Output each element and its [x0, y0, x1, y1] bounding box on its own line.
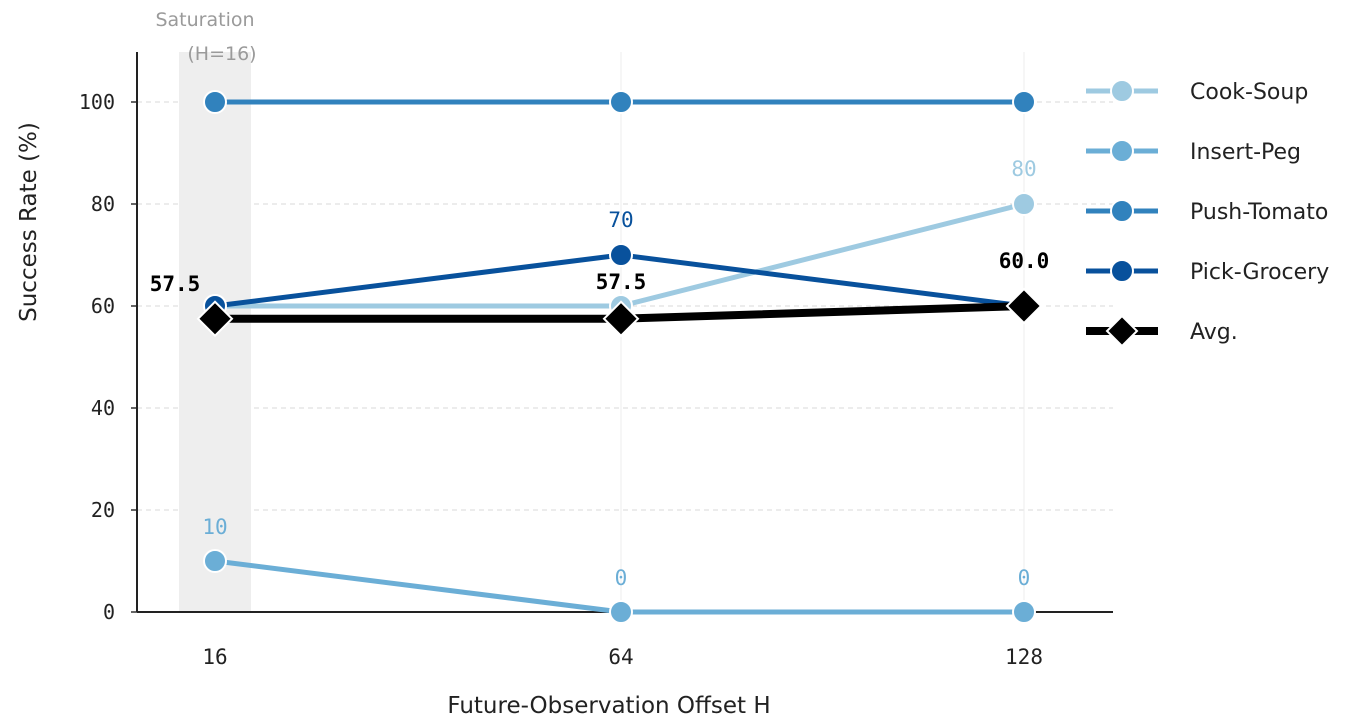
y-tick-label: 60: [91, 294, 115, 318]
x-tick-label: 64: [608, 645, 633, 669]
series: [196, 90, 1043, 624]
data-labels: 80 10 0 0 70 57.5 57.5 60.0: [150, 157, 1050, 590]
data-point: [1012, 90, 1036, 114]
data-point: [203, 549, 227, 573]
legend-marker: [1110, 199, 1134, 223]
legend-marker-diamond: [1105, 314, 1139, 348]
x-axis-label: Future-Observation Offset H: [447, 693, 770, 719]
saturation-label-line2: (H=16): [187, 43, 256, 65]
legend-marker: [1110, 139, 1134, 163]
data-label: 10: [202, 515, 227, 539]
data-label: 0: [1018, 566, 1031, 590]
legend-label: Push-Tomato: [1190, 200, 1328, 225]
y-tick-label: 20: [91, 498, 115, 522]
data-label: 60.0: [999, 249, 1050, 273]
data-point: [1012, 600, 1036, 624]
legend-label: Pick-Grocery: [1190, 260, 1329, 285]
data-label: 0: [615, 566, 628, 590]
data-point: [1012, 192, 1036, 216]
data-point: [609, 600, 633, 624]
y-axis-label: Success Rate (%): [16, 122, 42, 322]
data-point-diamond: [602, 300, 640, 338]
saturation-label-line1: Saturation: [155, 9, 254, 31]
x-tick-label: 128: [1005, 645, 1043, 669]
data-point: [203, 90, 227, 114]
legend-marker: [1110, 79, 1134, 103]
y-tick-label: 0: [103, 600, 115, 624]
data-point-diamond: [1005, 287, 1043, 325]
data-label: 57.5: [596, 270, 647, 294]
x-tick-label: 16: [202, 645, 227, 669]
legend: Cook-Soup Insert-Peg Push-Tomato Pick-Groce…: [1086, 79, 1329, 348]
data-label: 80: [1011, 157, 1036, 181]
legend-marker: [1110, 259, 1134, 283]
legend-label: Insert-Peg: [1190, 140, 1301, 165]
legend-label: Cook-Soup: [1190, 80, 1308, 105]
data-label: 57.5: [150, 272, 201, 296]
y-tick-label: 80: [91, 192, 115, 216]
data-label: 70: [608, 208, 633, 232]
data-point: [609, 243, 633, 267]
y-tick-label: 40: [91, 396, 115, 420]
data-point-diamond: [196, 300, 234, 338]
y-tick-label: 100: [79, 90, 115, 114]
legend-label: Avg.: [1190, 320, 1238, 345]
data-point: [609, 90, 633, 114]
